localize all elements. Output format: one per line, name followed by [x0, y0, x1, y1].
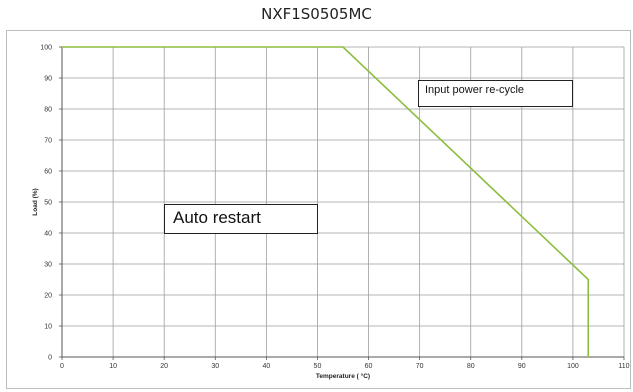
series-line-0 [62, 46, 590, 357]
y-tick-label: 60 [44, 169, 52, 176]
y-tick-label: 100 [40, 45, 52, 52]
chart-title: NXF1S0505MC [261, 5, 372, 23]
tick-labels: 0 10 20 30 40 50 60 70 80 90 100 110 0 10 20 30 40 50 60 70… [40, 45, 629, 371]
x-tick-label: 50 [314, 363, 322, 370]
y-tick-label: 10 [44, 324, 52, 331]
x-tick-label: 60 [365, 363, 373, 370]
y-tick-label: 30 [44, 262, 52, 269]
y-tick-label: 50 [44, 200, 52, 207]
x-tick-label: 30 [211, 363, 219, 370]
annotation-auto-restart: Auto restart [164, 204, 318, 234]
y-tick-label: 90 [44, 76, 52, 83]
y-axis-label: Load (%) [32, 188, 39, 215]
x-tick-label: 70 [416, 363, 424, 370]
x-tick-label: 100 [567, 363, 579, 370]
chart-frame [6, 30, 631, 389]
y-tick-label: 20 [44, 293, 52, 300]
x-tick-label: 40 [262, 363, 270, 370]
y-tick-label: 40 [44, 231, 52, 238]
x-tick-label: 10 [109, 363, 117, 370]
x-tick-label: 90 [518, 363, 526, 370]
annotation-input-power-recycle: Input power re-cycle [418, 80, 573, 107]
series [61, 46, 590, 358]
y-tick-label: 80 [44, 107, 52, 114]
axes [59, 46, 625, 360]
x-tick-label: 0 [60, 363, 64, 370]
x-tick-label: 80 [467, 363, 475, 370]
x-tick-label: 110 [618, 363, 629, 370]
x-axis-label: Temperature ( °C) [316, 372, 370, 380]
y-tick-label: 70 [44, 138, 52, 145]
y-tick-label: 0 [48, 355, 52, 362]
x-tick-label: 20 [160, 363, 168, 370]
